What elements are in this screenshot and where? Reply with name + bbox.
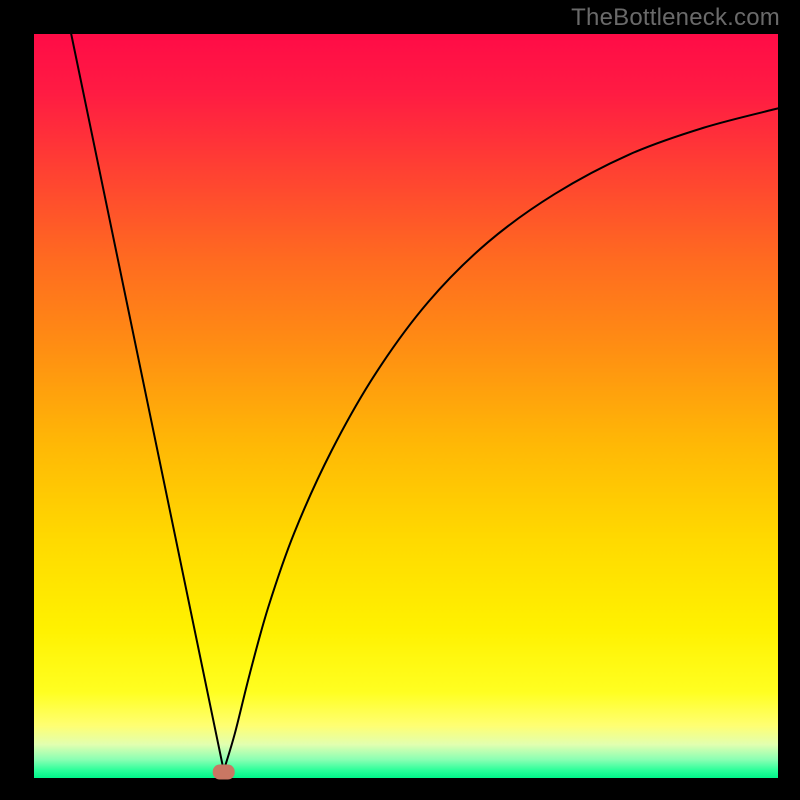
bottleneck-curve xyxy=(71,34,778,771)
chart-stage: TheBottleneck.com xyxy=(0,0,800,800)
optimum-marker xyxy=(213,765,235,780)
chart-overlay-svg xyxy=(0,0,800,800)
watermark-text: TheBottleneck.com xyxy=(571,4,780,32)
